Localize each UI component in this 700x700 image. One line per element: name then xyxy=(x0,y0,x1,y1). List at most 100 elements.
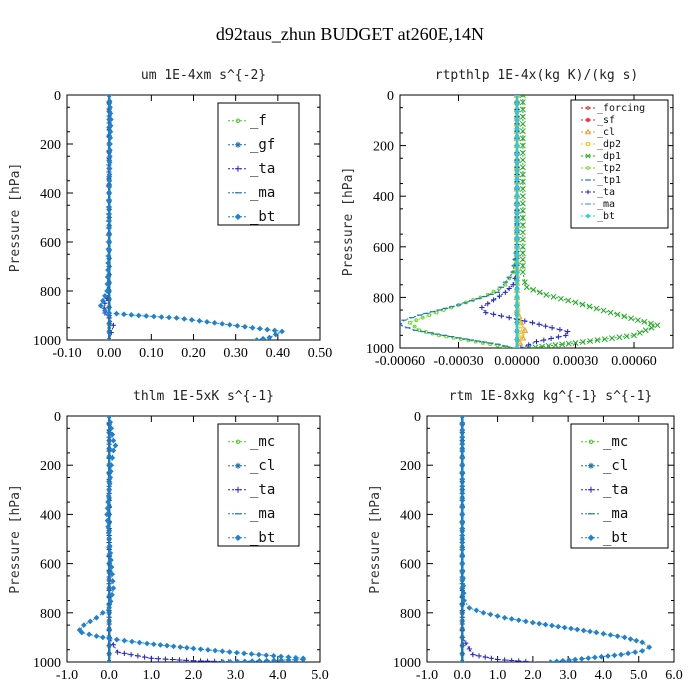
panel-2: rtpthlp 1E-4x(kg K)/(kg s) Pressure [hPa]… xyxy=(341,68,674,369)
data-point xyxy=(183,644,190,651)
y-tick-label: 0 xyxy=(414,410,421,425)
data-point xyxy=(112,442,119,449)
data-point xyxy=(519,99,526,106)
data-point xyxy=(514,218,520,225)
data-point xyxy=(473,607,480,614)
data-point xyxy=(226,321,233,328)
data-point xyxy=(552,342,559,348)
data-point xyxy=(519,186,526,192)
data-point xyxy=(561,624,568,631)
data-point xyxy=(536,289,543,296)
data-point xyxy=(110,642,116,648)
data-point xyxy=(514,167,520,174)
data-point xyxy=(518,345,524,348)
data-point xyxy=(519,171,526,178)
data-point xyxy=(120,311,127,318)
data-point xyxy=(271,657,277,662)
data-point xyxy=(107,134,114,141)
data-point xyxy=(106,95,113,98)
legend-entry: _ma xyxy=(581,199,615,210)
x-tick-label: 5.0 xyxy=(311,668,329,683)
data-point xyxy=(106,197,113,203)
series-bt xyxy=(459,416,653,662)
data-point xyxy=(488,655,494,661)
data-point xyxy=(519,256,526,263)
legend-entry: _mc xyxy=(581,434,628,450)
plot-data-area xyxy=(76,416,307,662)
data-point xyxy=(565,328,571,335)
data-point xyxy=(507,346,512,348)
legend-label: _ma xyxy=(250,506,275,522)
data-point xyxy=(461,597,468,604)
legend-swatch-marker xyxy=(588,462,594,469)
data-point xyxy=(97,302,104,309)
data-point xyxy=(578,655,585,662)
data-point xyxy=(407,320,412,325)
data-point xyxy=(491,289,496,294)
data-point xyxy=(106,218,113,224)
data-point xyxy=(598,653,605,660)
data-point xyxy=(128,638,135,645)
data-point xyxy=(525,345,532,348)
data-point xyxy=(234,658,241,662)
data-point xyxy=(227,658,234,662)
data-point xyxy=(514,286,520,292)
data-point xyxy=(108,564,115,571)
data-point xyxy=(496,293,503,299)
legend-entry: _bt xyxy=(581,530,628,546)
panel-1: um 1E-4xm s^{-2} Pressure [hPa] 0 200 400 600… xyxy=(8,68,332,361)
data-point xyxy=(634,317,641,324)
data-point xyxy=(523,284,530,291)
x-tick-label: 3.0 xyxy=(559,668,577,683)
data-point xyxy=(565,297,572,304)
legend-label: _ta xyxy=(603,482,628,498)
legend-label: _mc xyxy=(603,434,628,450)
panel-title: rtm 1E-8xkg kg^{-1} s^{-1} xyxy=(449,389,653,404)
data-point xyxy=(587,628,593,635)
data-point xyxy=(148,655,154,661)
data-point xyxy=(459,434,466,441)
data-point xyxy=(272,331,279,338)
legend-swatch-marker xyxy=(587,534,595,542)
data-point xyxy=(517,326,523,332)
data-point xyxy=(106,480,113,487)
data-point xyxy=(522,618,529,625)
data-point xyxy=(110,437,117,444)
x-tick-label: 0.20 xyxy=(181,346,206,361)
data-point xyxy=(107,128,114,135)
data-point xyxy=(86,631,93,638)
y-tick-label: 600 xyxy=(40,236,61,251)
data-point xyxy=(549,325,555,331)
data-point xyxy=(106,536,113,542)
legend: _forcing_sf_cl_dp2_dp1_tp2_tp1_ta_ma_bt xyxy=(570,99,669,229)
data-point xyxy=(107,598,114,605)
data-point xyxy=(536,620,543,627)
data-point xyxy=(539,343,546,348)
data-point xyxy=(459,476,466,483)
data-point xyxy=(519,142,526,149)
legend-label: _bt xyxy=(603,530,628,546)
data-point xyxy=(501,614,508,621)
data-point xyxy=(547,659,554,662)
data-point xyxy=(256,657,263,662)
data-point xyxy=(550,293,557,300)
data-point xyxy=(136,639,143,646)
data-point xyxy=(110,322,116,328)
data-point xyxy=(256,325,263,332)
data-point xyxy=(99,297,106,304)
data-point xyxy=(514,95,520,98)
data-point xyxy=(609,335,616,342)
data-point xyxy=(106,98,113,105)
data-point xyxy=(135,653,141,659)
legend-entry: _bt xyxy=(228,530,275,546)
data-point xyxy=(110,585,117,592)
data-point xyxy=(555,623,562,630)
data-point xyxy=(506,315,512,321)
data-point xyxy=(166,314,172,321)
legend-label: _cl xyxy=(597,127,615,138)
data-point xyxy=(529,619,536,626)
data-point xyxy=(514,260,520,267)
data-point xyxy=(459,504,466,511)
legend-entry: _forcing xyxy=(581,103,645,114)
x-tick-label: -0.10 xyxy=(52,346,81,361)
